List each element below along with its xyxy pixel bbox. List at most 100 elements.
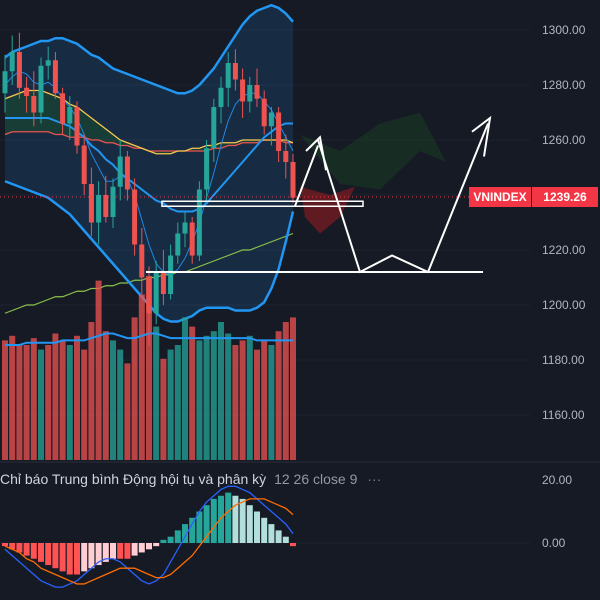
candle-body <box>31 96 37 113</box>
candle-body <box>146 277 152 314</box>
macd-histogram-bar <box>160 539 167 543</box>
macd-histogram-bar <box>131 543 138 556</box>
macd-histogram-bar <box>38 543 44 562</box>
candle-body <box>16 52 22 88</box>
price-axis-tick: 1260.00 <box>542 133 586 147</box>
candle-body <box>211 107 217 149</box>
candle-body <box>96 195 102 223</box>
candle-body <box>88 184 94 223</box>
macd-histogram-bar <box>218 495 224 543</box>
macd-histogram-bar <box>290 543 296 547</box>
macd-histogram-bar <box>16 543 23 553</box>
symbol-price-tag: VNINDEX <box>469 187 531 207</box>
candle-body <box>67 107 73 124</box>
volume-bar <box>124 363 131 460</box>
macd-histogram-bar <box>210 498 217 543</box>
volume-bar <box>174 345 181 460</box>
macd-histogram-bar <box>182 524 188 543</box>
macd-histogram-bar <box>74 543 80 575</box>
macd-title: Chỉ báo Trung bình Động hội tụ và phân k… <box>0 471 267 487</box>
volume-bar <box>102 331 109 460</box>
volume-bar <box>189 326 196 460</box>
candle-body <box>110 186 116 217</box>
candle-body <box>204 148 210 190</box>
volume-bar <box>52 333 59 460</box>
volume-bar <box>117 349 124 460</box>
macd-histogram-bar <box>124 543 131 559</box>
price-axis-tick: 1180.00 <box>542 353 585 367</box>
macd-histogram-bar <box>2 543 8 547</box>
candle-body <box>254 85 260 99</box>
macd-histogram-bar <box>189 517 196 543</box>
price-axis-tick: 1300.00 <box>542 23 586 37</box>
candle-body <box>38 65 44 113</box>
candle-body <box>139 244 145 278</box>
macd-legend[interactable]: Chỉ báo Trung bình Động hội tụ và phân k… <box>0 471 381 487</box>
macd-params: 12 26 close 9 <box>274 471 358 487</box>
candle-body <box>261 98 267 127</box>
volume-bar <box>239 340 246 460</box>
volume-bar <box>138 294 145 460</box>
macd-axis-tick: 0.00 <box>542 536 566 550</box>
signal-line <box>4 498 294 585</box>
volume-bar <box>74 335 80 460</box>
volume-bar <box>210 331 217 460</box>
candle-body <box>132 189 138 245</box>
price-axis-tick: 1280.00 <box>542 78 586 92</box>
macd-histogram-bar <box>254 511 260 543</box>
volume-bar <box>23 345 30 460</box>
projection-path <box>294 123 489 274</box>
volume-bar <box>110 340 116 460</box>
candle-body <box>196 189 202 256</box>
volume-bar <box>59 340 66 460</box>
candle-body <box>2 71 8 94</box>
volume-bar <box>268 345 275 460</box>
volume-bar <box>182 317 188 460</box>
volume-bar <box>131 317 138 460</box>
volume-bar <box>232 345 239 460</box>
candle-body <box>124 156 130 190</box>
bollinger-basis-line <box>5 117 293 213</box>
macd-histogram-bar <box>138 543 145 553</box>
candle-body <box>74 107 80 146</box>
macd-histogram-bar <box>30 543 37 559</box>
candle-body <box>218 87 224 107</box>
candle-body <box>168 255 174 294</box>
candle-body <box>103 195 109 217</box>
candle-body <box>175 233 181 256</box>
cloud-projection-bear <box>300 186 355 234</box>
macd-histogram-bar <box>282 536 289 543</box>
candle-body <box>247 85 253 102</box>
macd-histogram-bar <box>45 543 52 566</box>
candle-body <box>225 63 231 88</box>
volume-bar <box>16 345 23 460</box>
volume-bar <box>38 349 44 460</box>
cloud-projection <box>300 112 446 190</box>
macd-histogram-bar <box>102 543 109 562</box>
price-axis-tick: 1160.00 <box>542 408 585 422</box>
volume-bar <box>218 322 224 460</box>
candle-body <box>81 145 87 184</box>
macd-histogram-bar <box>81 543 88 572</box>
candle-body <box>189 222 195 256</box>
volume-bar <box>45 345 52 460</box>
volume-bar <box>30 338 37 460</box>
more-options-icon[interactable]: ··· <box>367 471 382 487</box>
macd-histogram-bar <box>239 498 246 543</box>
macd-histogram-bar <box>261 517 268 543</box>
candle-body <box>117 156 123 187</box>
volume-bar <box>160 358 167 460</box>
candle-body <box>45 60 51 66</box>
candle-body <box>276 112 282 151</box>
macd-histogram-bar <box>23 543 30 556</box>
macd-histogram-bar <box>59 543 66 572</box>
macd-histogram-bar <box>167 536 174 543</box>
candle-body <box>160 272 166 294</box>
volume-bar <box>88 322 95 460</box>
volume-bar <box>9 335 16 460</box>
macd-histogram-bar <box>117 543 124 559</box>
macd-histogram-bar <box>246 505 253 543</box>
volume-bar <box>261 340 268 460</box>
